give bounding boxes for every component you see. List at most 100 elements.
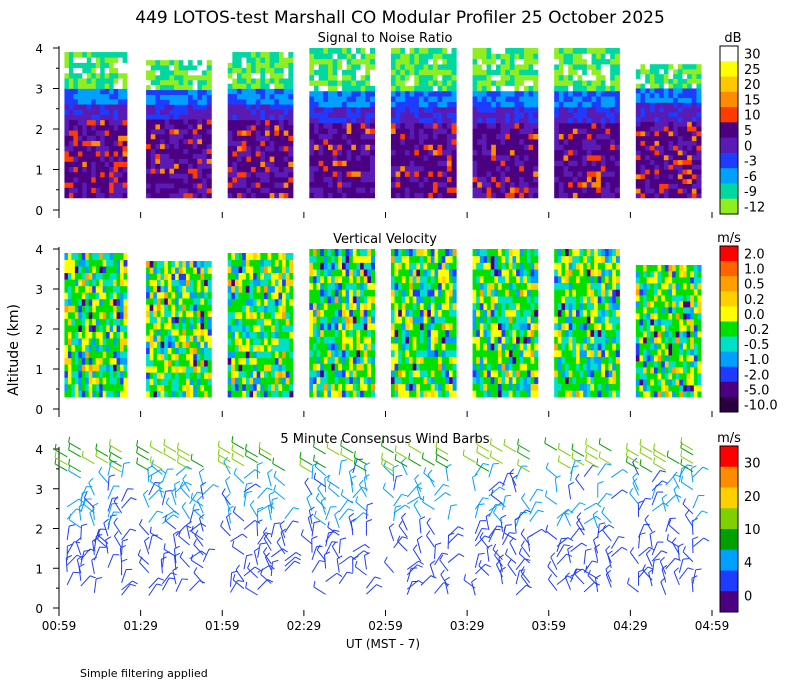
snr-cell <box>481 48 487 54</box>
velocity-cell <box>153 347 158 355</box>
snr-cell <box>558 176 564 183</box>
velocity-cell <box>160 316 165 324</box>
snr-cell <box>255 140 261 147</box>
velocity-cell <box>227 364 232 372</box>
snr-cell <box>160 148 166 154</box>
snr-cell <box>682 68 688 75</box>
snr-cell <box>687 164 693 170</box>
snr-cell <box>654 111 660 118</box>
snr-cell <box>91 161 97 168</box>
snr-cell <box>395 128 401 135</box>
velocity-cell <box>278 279 283 287</box>
snr-cell <box>577 187 583 193</box>
velocity-cell <box>116 259 121 267</box>
snr-cell <box>369 138 376 145</box>
velocity-cell <box>394 323 399 331</box>
snr-cell <box>533 106 539 113</box>
velocity-cell <box>193 335 198 342</box>
velocity-cell <box>263 279 268 287</box>
snr-cell <box>118 177 123 183</box>
snr-cell <box>86 187 92 194</box>
snr-cell <box>260 166 266 173</box>
snr-cell <box>160 143 166 150</box>
velocity-cell <box>331 262 336 270</box>
velocity-cell <box>367 296 372 304</box>
snr-cell <box>409 181 415 188</box>
velocity-cell <box>120 253 124 260</box>
velocity-cell <box>312 262 317 270</box>
snr-cell <box>446 192 452 199</box>
snr-cell <box>109 166 115 173</box>
velocity-cell <box>323 262 328 270</box>
snr-cell <box>269 166 275 173</box>
snr-cell <box>150 119 156 125</box>
snr-cell <box>586 176 592 183</box>
snr-cell <box>337 192 343 199</box>
snr-cell <box>640 83 646 89</box>
snr-cell <box>414 48 420 54</box>
snr-cell <box>274 156 280 162</box>
snr-cell <box>77 187 83 194</box>
snr-cell <box>206 173 212 179</box>
snr-cell <box>323 160 329 167</box>
snr-cell <box>600 117 606 124</box>
velocity-cell <box>149 261 154 268</box>
velocity-cell <box>146 378 151 386</box>
snr-cell <box>591 80 597 86</box>
velocity-cell <box>349 343 354 351</box>
snr-cell <box>113 182 119 188</box>
velocity-cell <box>175 298 180 305</box>
snr-cell <box>188 173 194 179</box>
velocity-cell <box>312 296 317 304</box>
snr-cell <box>554 192 560 199</box>
snr-cell <box>682 135 688 141</box>
snr-cell <box>91 166 97 173</box>
snr-cell <box>409 165 415 172</box>
velocity-cell <box>196 304 201 311</box>
snr-cell <box>323 133 329 140</box>
velocity-cell <box>149 279 154 287</box>
snr-cell <box>64 119 70 126</box>
snr-cell <box>309 149 315 156</box>
velocity-cell <box>242 390 247 398</box>
velocity-cell <box>234 285 239 293</box>
snr-cell <box>251 109 257 115</box>
velocity-cell <box>109 364 114 372</box>
snr-cell <box>582 117 588 124</box>
snr-cell <box>582 144 588 151</box>
velocity-cell <box>356 336 361 344</box>
velocity-cell <box>356 249 361 257</box>
snr-cell <box>486 53 492 60</box>
snr-cell <box>192 69 198 76</box>
snr-cell <box>442 176 448 183</box>
velocity-cell <box>81 279 86 287</box>
snr-cell <box>323 122 329 129</box>
velocity-cell <box>367 383 372 391</box>
snr-cell <box>269 78 275 84</box>
snr-cell <box>645 140 651 146</box>
snr-cell <box>246 187 252 194</box>
velocity-cell <box>146 316 151 324</box>
snr-cell <box>202 163 208 169</box>
velocity-cell <box>253 311 258 319</box>
snr-cell <box>677 131 683 137</box>
velocity-cell <box>334 363 339 371</box>
snr-cell <box>563 138 569 145</box>
snr-cell <box>586 80 592 86</box>
snr-cell <box>369 53 376 60</box>
velocity-cell <box>338 349 343 358</box>
snr-cell <box>614 133 620 140</box>
snr-cell <box>164 109 170 115</box>
snr-cell <box>519 85 525 92</box>
snr-cell <box>188 74 194 81</box>
velocity-cell <box>285 338 290 346</box>
velocity-cell <box>316 336 321 344</box>
snr-cell <box>232 72 238 79</box>
snr-cell <box>323 192 329 199</box>
snr-cell <box>491 187 497 193</box>
snr-cell <box>232 156 238 162</box>
snr-cell <box>202 65 208 71</box>
snr-cell <box>600 74 606 81</box>
snr-cell <box>451 80 457 86</box>
snr-cell <box>337 53 343 60</box>
